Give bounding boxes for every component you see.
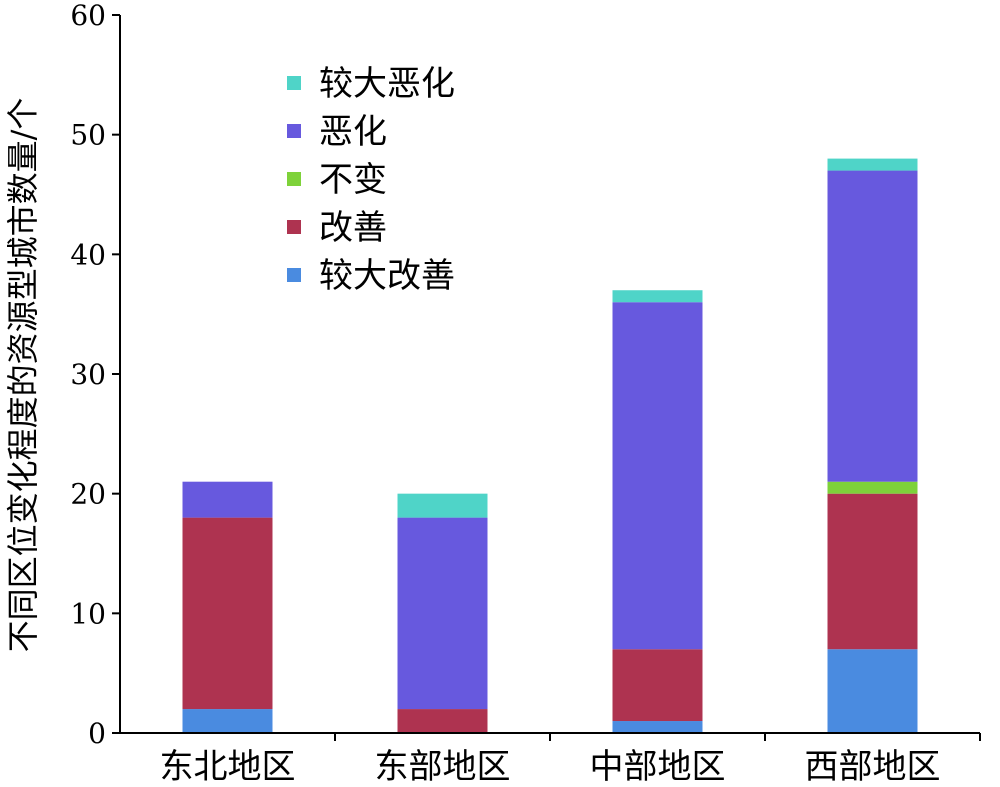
bar-segment <box>612 721 703 733</box>
legend-label: 改善 <box>319 208 387 248</box>
y-tick-label: 60 <box>70 0 106 32</box>
bar-segment <box>182 481 273 518</box>
y-tick-label: 30 <box>70 358 106 391</box>
y-tick-label: 0 <box>88 717 106 750</box>
bar-segment <box>397 517 488 710</box>
x-category-label: 中部地区 <box>590 747 726 787</box>
legend-swatch <box>287 76 301 90</box>
legend-label: 较大改善 <box>319 256 455 296</box>
x-category-label: 西部地区 <box>805 747 941 787</box>
y-tick-label: 10 <box>70 597 106 630</box>
bar-segment <box>182 709 273 733</box>
y-tick-label: 50 <box>70 119 106 152</box>
bar-segment <box>827 481 918 494</box>
bar-segment <box>397 493 488 518</box>
bar-segment <box>827 158 918 171</box>
bar-segment <box>397 709 488 733</box>
x-category-label: 东部地区 <box>375 747 511 787</box>
legend-swatch <box>287 220 301 234</box>
y-axis-label: 不同区位变化程度的资源型城市数量/个 <box>4 98 42 653</box>
bars-layer <box>182 158 918 733</box>
y-tick-label: 20 <box>70 478 106 511</box>
legend-swatch <box>287 172 301 186</box>
axes-layer: 0 10 20 30 40 50 60 东北地区 东部地区 中部地区 西部地区 <box>70 0 981 787</box>
legend-swatch <box>287 268 301 282</box>
bar-segment <box>827 170 918 482</box>
legend-swatch <box>287 124 301 138</box>
y-tick-label: 40 <box>70 238 106 271</box>
bar-segment <box>612 290 703 303</box>
bar-segment <box>827 649 918 733</box>
bar-segment <box>612 302 703 650</box>
legend-label: 不变 <box>319 160 387 200</box>
bar-segment <box>827 493 918 650</box>
legend-label: 较大恶化 <box>319 64 455 104</box>
x-category-label: 东北地区 <box>160 747 296 787</box>
legend-label: 恶化 <box>319 112 387 152</box>
bar-segment <box>612 649 703 722</box>
bar-segment <box>182 517 273 710</box>
